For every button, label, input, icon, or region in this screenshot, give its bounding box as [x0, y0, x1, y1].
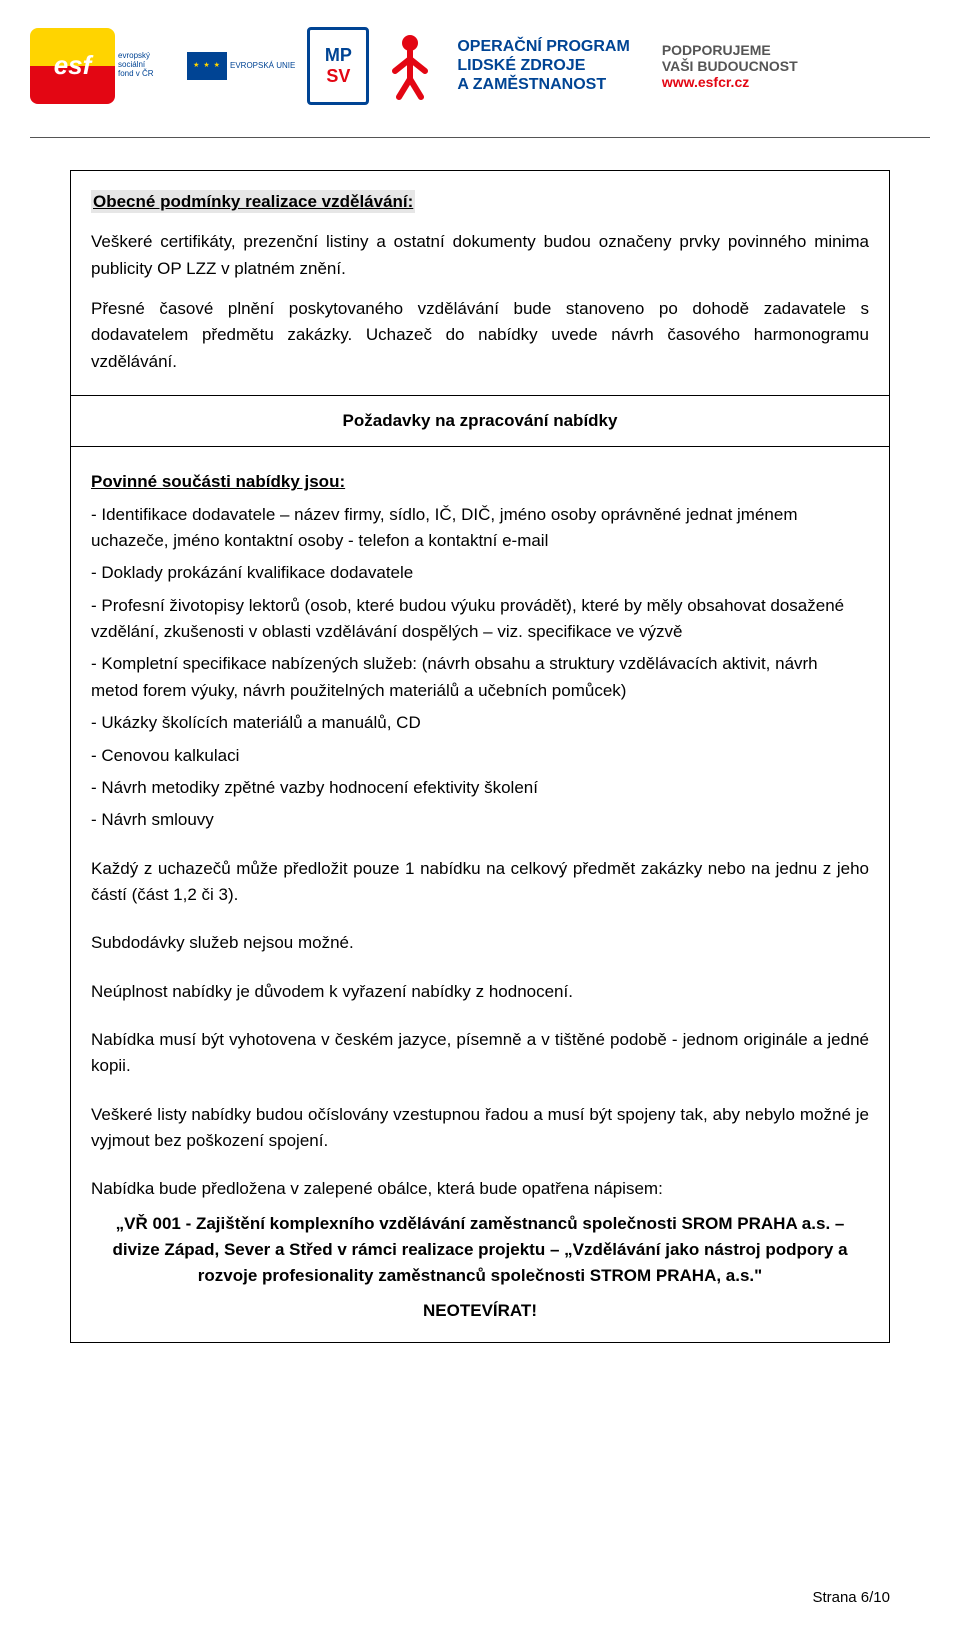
esf-logo: esf evropský sociální fond v ČR [30, 18, 175, 113]
heading-general-conditions: Obecné podmínky realizace vzdělávání: [91, 190, 415, 213]
list-item: - Návrh metodiky zpětné vazby hodnocení … [91, 775, 869, 801]
human-icon [381, 27, 439, 105]
mpsv-top: MP [325, 45, 352, 66]
para-subcontract: Subdodávky služeb nejsou možné. [91, 930, 869, 956]
list-item: - Ukázky školících materiálů a manuálů, … [91, 710, 869, 736]
support-line2: VAŠI BUDOUCNOST [662, 58, 798, 74]
op-line2: LIDSKÉ ZDROJE [457, 56, 629, 75]
para-one-offer: Každý z uchazečů může předložit pouze 1 … [91, 856, 869, 909]
para-certificates: Veškeré certifikáty, prezenční listiny a… [91, 229, 869, 282]
esf-side-text: evropský sociální fond v ČR [118, 52, 154, 78]
center-vr-title: „VŘ 001 - Zajištění komplexního vzdělává… [91, 1211, 869, 1290]
para-envelope: Nabídka bude předložena v zalepené obálc… [91, 1176, 869, 1202]
center-do-not-open: NEOTEVÍRAT! [91, 1298, 869, 1324]
eu-label: EVROPSKÁ UNIE [230, 61, 295, 70]
list-item: - Cenovou kalkulaci [91, 743, 869, 769]
para-schedule: Přesné časové plnění poskytovaného vzděl… [91, 296, 869, 375]
heading-mandatory-parts: Povinné součásti nabídky jsou: [91, 469, 869, 495]
op-line3: A ZAMĚSTNANOST [457, 75, 629, 94]
header-logos: esf evropský sociální fond v ČR ★ ★ ★ EV… [0, 0, 960, 131]
main-section-box: Obecné podmínky realizace vzdělávání: Ve… [70, 170, 890, 1343]
list-item: - Návrh smlouvy [91, 807, 869, 833]
mandatory-items-list: - Identifikace dodavatele – název firmy,… [91, 502, 869, 834]
support-url: www.esfcr.cz [662, 74, 798, 90]
op-program-block: OPERAČNÍ PROGRAM LIDSKÉ ZDROJE A ZAMĚSTN… [457, 37, 629, 95]
mpsv-logo: MP SV [307, 27, 369, 105]
subheader-requirements: Požadavky na zpracování nabídky [71, 395, 889, 447]
page-content: Obecné podmínky realizace vzdělávání: Ve… [0, 138, 960, 1343]
list-item: - Doklady prokázání kvalifikace dodavate… [91, 560, 869, 586]
para-numbered: Veškeré listy nabídky budou očíslovány v… [91, 1102, 869, 1155]
page-number: Strana 6/10 [812, 1589, 890, 1606]
list-item: - Profesní životopisy lektorů (osob, kte… [91, 593, 869, 646]
esf-logo-text: esf [54, 50, 92, 81]
support-line1: PODPORUJEME [662, 42, 798, 58]
para-incomplete: Neúplnost nabídky je důvodem k vyřazení … [91, 979, 869, 1005]
mpsv-bot: SV [326, 66, 350, 87]
op-line1: OPERAČNÍ PROGRAM [457, 37, 629, 56]
list-item: - Identifikace dodavatele – název firmy,… [91, 502, 869, 555]
support-block: PODPORUJEME VAŠI BUDOUCNOST www.esfcr.cz [662, 42, 798, 90]
list-item: - Kompletní specifikace nabízených služe… [91, 651, 869, 704]
eu-logo: ★ ★ ★ EVROPSKÁ UNIE [187, 52, 295, 80]
para-language: Nabídka musí být vyhotovena v českém jaz… [91, 1027, 869, 1080]
